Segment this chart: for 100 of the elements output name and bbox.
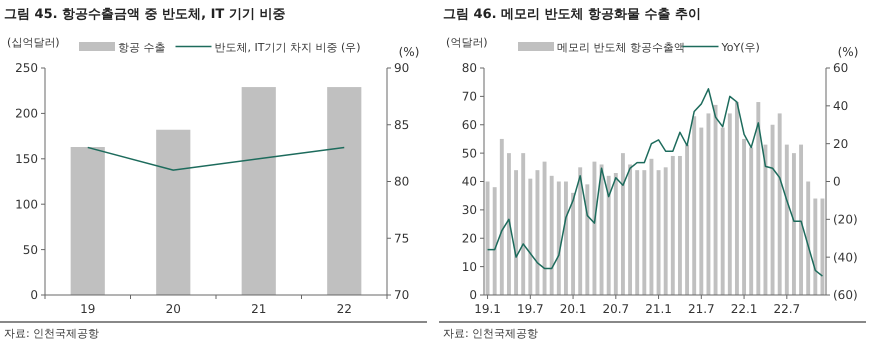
y2-tick-label: 60 [833, 61, 848, 76]
bar [592, 162, 596, 295]
bar [692, 116, 696, 295]
bar [506, 153, 511, 295]
bar [778, 113, 782, 295]
bar [649, 158, 654, 295]
bar [550, 176, 554, 295]
bar [528, 178, 532, 295]
bar [820, 198, 824, 295]
y2-axis-title: (%) [838, 45, 858, 59]
bar [714, 104, 718, 295]
bar [770, 124, 775, 295]
x-tick-label: 22.7 [773, 302, 800, 316]
bar [706, 113, 710, 295]
legend-label: 항공 수출 [118, 41, 166, 54]
bar [564, 182, 568, 295]
y-tick-label: 60 [462, 118, 477, 132]
line-series [486, 88, 824, 277]
bar [578, 167, 582, 295]
y-axis-title: (십억달러) [7, 36, 60, 49]
x-tick-label: 20 [166, 302, 181, 316]
bar [535, 170, 540, 295]
bar [606, 176, 611, 295]
bar [728, 113, 732, 295]
bar [742, 138, 746, 295]
bar [156, 130, 190, 295]
bar [813, 198, 818, 295]
y-tick-label: 20 [462, 231, 477, 246]
bar [327, 87, 362, 295]
y-tick-label: 200 [15, 106, 38, 121]
x-tick-label: 19 [80, 302, 96, 316]
x-tick-label: 20.7 [602, 302, 630, 316]
bar [734, 102, 739, 295]
bar [799, 144, 804, 295]
y2-tick-label: 80 [394, 174, 410, 189]
x-tick-label: 21.1 [645, 302, 672, 316]
legend-label: YoY(우) [720, 41, 760, 54]
y-tick-label: 100 [15, 197, 38, 212]
bar [699, 128, 704, 295]
bar [628, 164, 632, 295]
y-tick-label: 0 [30, 288, 38, 302]
bar [678, 156, 682, 295]
bar [585, 184, 590, 295]
chart-title: 그림 45. 항공수출금액 중 반도체, IT 기기 비중 [4, 7, 286, 22]
bar [635, 170, 640, 295]
bar [664, 167, 668, 295]
y2-tick-label: (60) [833, 288, 858, 302]
y-tick-label: 0 [469, 288, 477, 302]
y-axis-title: (억달러) [446, 36, 488, 49]
bar [656, 170, 661, 295]
bar [685, 144, 690, 295]
y-tick-label: 150 [15, 152, 38, 166]
x-tick-label: 21.7 [688, 302, 715, 316]
bar [500, 138, 504, 295]
bar [70, 146, 105, 295]
bar [670, 156, 675, 295]
bar [620, 153, 625, 295]
bar [792, 153, 796, 295]
legend-label: 메모리 반도체 항공수출액 [557, 41, 685, 54]
text: 자료: 인천국제공항 [443, 327, 538, 340]
bar [749, 147, 754, 295]
chart-title: 그림 46. 메모리 반도체 항공화물 수출 추이 [443, 7, 702, 22]
x-tick-label: 19.1 [474, 302, 501, 316]
bar [600, 164, 604, 295]
bar [514, 170, 518, 295]
y2-axis-title: (%) [398, 45, 420, 59]
y2-tick-label: 0 [833, 174, 841, 189]
bar [763, 144, 768, 295]
bar [242, 87, 276, 295]
bar [571, 192, 576, 295]
bar [806, 182, 810, 295]
y-tick-label: 250 [15, 61, 38, 76]
text: 자료: 인천국제공항 [4, 327, 100, 340]
y2-tick-label: 40 [833, 99, 848, 114]
bar [492, 187, 497, 295]
legend-label: 반도체, IT기기 차지 비중 (우) [214, 41, 361, 54]
y2-tick-label: 90 [394, 61, 410, 76]
x-tick-label: 19.7 [516, 302, 544, 316]
y2-tick-label: 20 [833, 136, 848, 151]
y2-tick-label: (40) [833, 250, 858, 264]
y-tick-label: 30 [462, 203, 477, 218]
bar [486, 182, 490, 295]
x-tick-label: 22.1 [730, 302, 758, 316]
y-tick-label: 50 [462, 146, 477, 160]
y2-tick-label: 70 [394, 288, 410, 302]
y-tick-label: 10 [462, 260, 477, 274]
y2-tick-label: 75 [394, 231, 410, 246]
x-tick-label: 20.1 [560, 302, 586, 316]
y2-tick-label: (20) [833, 212, 858, 227]
bar [521, 153, 526, 295]
bar [614, 172, 618, 295]
bar [784, 144, 789, 295]
y-tick-label: 40 [462, 174, 477, 189]
y-tick-label: 80 [462, 61, 477, 76]
y2-tick-label: 85 [394, 118, 410, 132]
y-tick-label: 70 [462, 90, 477, 104]
bar [756, 102, 760, 295]
x-tick-label: 22 [336, 302, 352, 316]
bar [556, 182, 561, 295]
bar [720, 128, 725, 295]
